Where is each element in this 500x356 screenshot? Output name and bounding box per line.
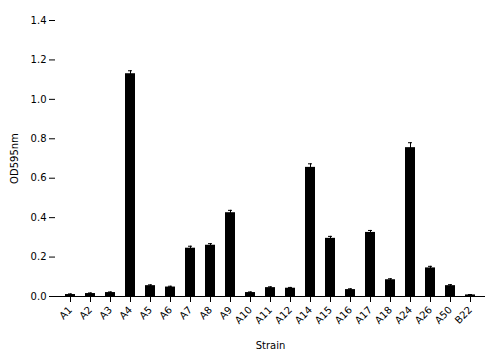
svg-text:A50: A50 [433, 304, 455, 326]
svg-text:A17: A17 [353, 304, 375, 326]
svg-text:0.2: 0.2 [31, 251, 47, 262]
svg-text:A7: A7 [177, 304, 194, 321]
svg-text:A11: A11 [253, 304, 275, 326]
svg-text:A18: A18 [373, 304, 395, 326]
svg-text:A10: A10 [233, 304, 255, 326]
svg-text:A15: A15 [313, 304, 335, 326]
svg-text:Strain: Strain [256, 340, 286, 351]
svg-text:A6: A6 [157, 304, 174, 321]
svg-text:1.4: 1.4 [31, 15, 47, 26]
svg-text:0.6: 0.6 [31, 172, 47, 183]
svg-text:A5: A5 [137, 304, 154, 321]
svg-text:A14: A14 [293, 304, 315, 326]
svg-text:A8: A8 [197, 304, 214, 321]
svg-text:A2: A2 [77, 304, 94, 321]
svg-text:0.8: 0.8 [31, 133, 47, 144]
svg-text:1.0: 1.0 [31, 94, 47, 105]
svg-text:A24: A24 [393, 304, 415, 326]
svg-text:A16: A16 [333, 304, 355, 326]
svg-text:A26: A26 [413, 304, 435, 326]
svg-text:A9: A9 [217, 304, 234, 321]
svg-text:A1: A1 [57, 304, 74, 321]
svg-text:OD595nm: OD595nm [9, 133, 20, 184]
svg-text:1.2: 1.2 [31, 54, 47, 65]
svg-text:0.0: 0.0 [31, 291, 47, 302]
svg-text:A4: A4 [117, 304, 134, 321]
svg-text:B22: B22 [453, 304, 475, 326]
svg-text:A3: A3 [97, 304, 114, 321]
svg-text:A12: A12 [273, 304, 295, 326]
svg-text:0.4: 0.4 [31, 212, 47, 223]
